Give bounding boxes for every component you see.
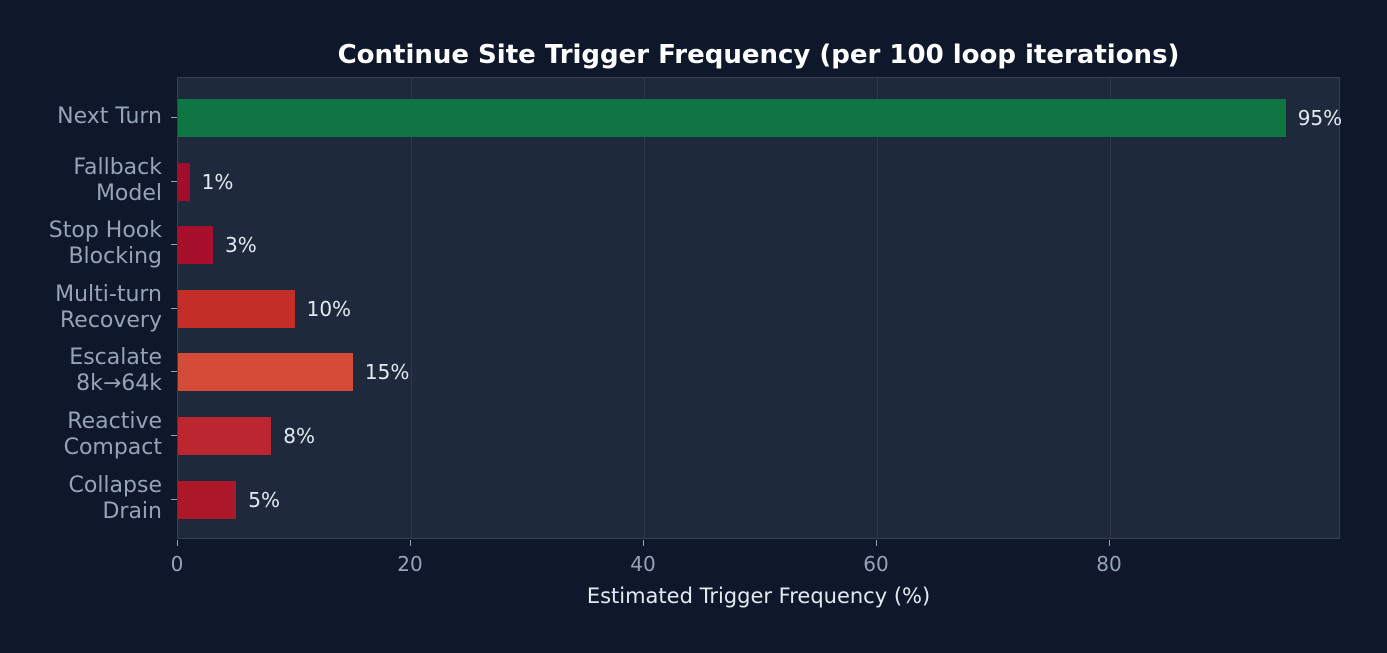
bar	[178, 226, 213, 265]
gridline	[1110, 78, 1111, 538]
bar	[178, 353, 353, 392]
bar	[178, 162, 190, 201]
x-tick-label: 40	[630, 552, 656, 576]
value-label: 5%	[248, 487, 281, 512]
y-tick	[171, 307, 177, 309]
x-tick	[1109, 540, 1110, 546]
y-tick	[171, 244, 177, 246]
bar	[178, 417, 272, 455]
y-tick	[171, 117, 177, 118]
bar	[178, 289, 295, 328]
y-tick	[171, 180, 177, 182]
x-tick	[177, 540, 178, 546]
value-label: 8%	[283, 424, 315, 448]
y-tick-label: Stop Hook Blocking	[48, 218, 162, 270]
value-label: 3%	[224, 233, 257, 258]
x-axis-label: Estimated Trigger Frequency (%)	[586, 584, 931, 608]
y-tick	[171, 498, 177, 500]
x-tick-label: 0	[170, 552, 184, 576]
x-tick	[410, 540, 411, 546]
y-tick-label: Reactive Compact	[63, 409, 162, 460]
y-tick-label: Next Turn	[57, 104, 162, 129]
value-label: 15%	[364, 360, 410, 385]
x-tick-label: 60	[863, 552, 889, 576]
y-tick-label: Escalate 8k→64k	[69, 345, 162, 397]
bar	[178, 99, 1286, 137]
value-label: 10%	[306, 296, 352, 321]
bar	[178, 480, 237, 519]
y-tick	[171, 371, 177, 373]
x-tick-label: 80	[1096, 552, 1122, 576]
plot-area: 95% 1% 3% 10% 15% 8% 5%	[177, 77, 1343, 539]
gridline	[411, 78, 412, 538]
value-label: 95%	[1297, 106, 1343, 130]
value-label: 1%	[201, 169, 234, 194]
gridline	[877, 78, 878, 538]
x-tick	[876, 540, 877, 546]
y-tick	[171, 435, 177, 436]
x-tick-label: 20	[397, 552, 423, 576]
chart-title: Continue Site Trigger Frequency (per 100…	[337, 40, 1180, 70]
x-tick	[643, 540, 644, 546]
y-tick-label: Collapse Drain	[68, 472, 163, 524]
y-tick-label: Fallback Model	[73, 154, 162, 206]
y-tick-label: Multi-turn Recovery	[55, 281, 162, 333]
gridline	[644, 78, 645, 538]
